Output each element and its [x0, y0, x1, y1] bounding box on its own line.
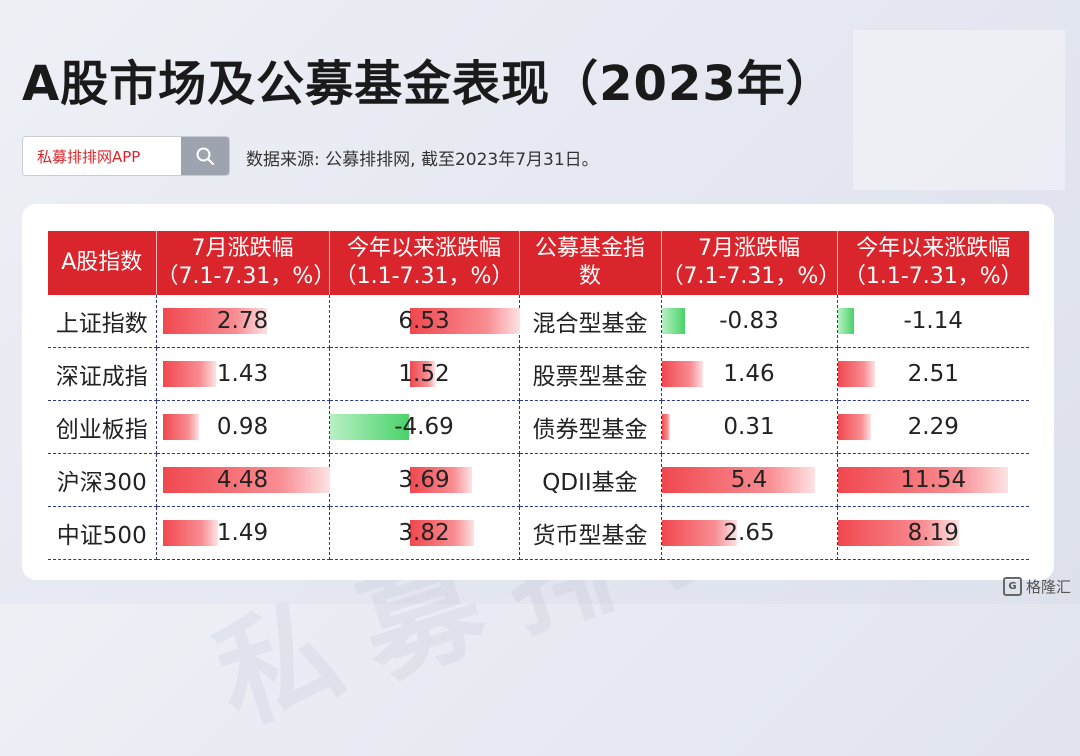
- idx_ytd-bar: [409, 308, 520, 334]
- column-header-0: A股指数: [48, 231, 157, 295]
- table-row: 沪深300 4.48 3.69 QDII基金 5.4 11.54: [48, 453, 1029, 507]
- idx_jul-value: 0.98: [216, 414, 269, 440]
- idx_jul-bar: [162, 467, 330, 493]
- table-row: 深证成指 1.43 1.52 股票型基金 1.46 2.51: [48, 347, 1029, 401]
- column-header-5: 今年以来涨跌幅 （1.1-7.31，%）: [837, 231, 1029, 295]
- idx_jul-bar: [162, 308, 267, 334]
- fund-name-cell: 债券型基金: [519, 400, 662, 454]
- idx_jul-bar: [162, 520, 219, 546]
- table-body: 上证指数 2.78 6.53 混合型基金 -0.83 -1.14 深证成指 1.43 1.52 股…: [48, 295, 1029, 560]
- column-header-4: 7月涨跌幅 （7.1-7.31，%）: [661, 231, 840, 295]
- fund_ytd-bar: [837, 414, 872, 440]
- fund-name-cell: QDII基金: [519, 453, 662, 507]
- fund_jul-value: 2.65: [723, 520, 775, 546]
- fund_jul-cell: 0.31: [661, 400, 838, 454]
- fund_jul-value: 0.31: [723, 414, 775, 440]
- idx_ytd-cell: -4.69: [329, 400, 520, 454]
- index-name-cell: 创业板指: [48, 400, 157, 454]
- background-panel: [853, 30, 1065, 190]
- idx_jul-value: 2.78: [216, 308, 269, 334]
- data-source-note: 数据来源: 公募排排网, 截至2023年7月31日。: [246, 150, 599, 170]
- fund_ytd-bar: [837, 308, 855, 334]
- search-icon: [196, 147, 215, 166]
- logo-icon: G: [1003, 577, 1022, 596]
- idx_jul-value: 4.48: [216, 467, 269, 493]
- fund_ytd-value: 11.54: [900, 467, 967, 493]
- fund_ytd-value: 2.29: [907, 414, 959, 440]
- fund_jul-bar: [661, 414, 671, 440]
- column-header-1: 7月涨跌幅 （7.1-7.31，%）: [156, 231, 335, 295]
- fund_jul-cell: 1.46: [661, 347, 838, 401]
- brand-logo: G 格隆汇: [1003, 576, 1071, 597]
- fund_ytd-value: 8.19: [907, 520, 959, 546]
- table-header-row: A股指数 7月涨跌幅 （7.1-7.31，%） 今年以来涨跌幅 （1.1-7.31，%）…: [48, 231, 1029, 295]
- idx_ytd-value: 1.52: [398, 361, 450, 387]
- idx_ytd-value: -4.69: [394, 414, 454, 440]
- idx_ytd-cell: 6.53: [329, 295, 520, 348]
- index-name-cell: 深证成指: [48, 347, 157, 401]
- idx_ytd-bar: [409, 361, 436, 387]
- fund_jul-cell: -0.83: [661, 295, 838, 348]
- fund_jul-cell: 2.65: [661, 506, 838, 560]
- idx_jul-bar: [162, 361, 217, 387]
- idx_jul-cell: 2.78: [156, 295, 330, 348]
- idx_jul-value: 1.43: [216, 361, 269, 387]
- column-header-3: 公募基金指数: [519, 231, 662, 295]
- table-row: 中证500 1.49 3.82 货币型基金 2.65 8.19: [48, 506, 1029, 560]
- index-name-cell: 上证指数: [48, 295, 157, 348]
- idx_jul-bar: [162, 414, 200, 440]
- idx_ytd-cell: 3.82: [329, 506, 520, 560]
- index-name-cell: 沪深300: [48, 453, 157, 507]
- performance-table: A股指数 7月涨跌幅 （7.1-7.31，%） 今年以来涨跌幅 （1.1-7.31，%）…: [48, 231, 1029, 560]
- search-button[interactable]: [181, 137, 229, 175]
- fund_jul-bar: [661, 467, 816, 493]
- search-box[interactable]: 私募排排网APP: [22, 136, 230, 176]
- idx_ytd-cell: 1.52: [329, 347, 520, 401]
- idx_jul-cell: 4.48: [156, 453, 330, 507]
- idx_jul-cell: 0.98: [156, 400, 330, 454]
- fund_ytd-bar: [837, 520, 959, 546]
- fund_jul-cell: 5.4: [661, 453, 838, 507]
- idx_ytd-bar: [329, 414, 410, 440]
- idx_jul-value: 1.49: [216, 520, 269, 546]
- fund-name-cell: 股票型基金: [519, 347, 662, 401]
- table-row: 创业板指 0.98 -4.69 债券型基金 0.31 2.29: [48, 400, 1029, 454]
- index-name-cell: 中证500: [48, 506, 157, 560]
- fund_ytd-value: -1.14: [903, 308, 963, 334]
- idx_ytd-bar: [409, 467, 473, 493]
- idx_ytd-bar: [409, 520, 475, 546]
- fund_ytd-cell: -1.14: [837, 295, 1029, 348]
- fund_ytd-cell: 8.19: [837, 506, 1029, 560]
- fund_jul-bar: [661, 308, 686, 334]
- idx_ytd-value: 3.82: [398, 520, 450, 546]
- fund_jul-bar: [661, 361, 704, 387]
- page-title: A股市场及公募基金表现（2023年）: [22, 56, 835, 112]
- fund_jul-bar: [661, 520, 738, 546]
- table-row: 上证指数 2.78 6.53 混合型基金 -0.83 -1.14: [48, 295, 1029, 348]
- fund_jul-value: 5.4: [730, 467, 768, 493]
- fund_ytd-bar: [837, 467, 1009, 493]
- fund_ytd-cell: 2.29: [837, 400, 1029, 454]
- fund_jul-value: -0.83: [719, 308, 779, 334]
- idx_ytd-value: 6.53: [398, 308, 450, 334]
- logo-text: 格隆汇: [1026, 578, 1072, 596]
- fund-name-cell: 货币型基金: [519, 506, 662, 560]
- search-label[interactable]: 私募排排网APP: [37, 147, 141, 166]
- idx_ytd-cell: 3.69: [329, 453, 520, 507]
- idx_jul-cell: 1.43: [156, 347, 330, 401]
- idx_jul-cell: 1.49: [156, 506, 330, 560]
- fund_ytd-bar: [837, 361, 875, 387]
- column-header-2: 今年以来涨跌幅 （1.1-7.31，%）: [329, 231, 520, 295]
- fund-name-cell: 混合型基金: [519, 295, 662, 348]
- fund_ytd-cell: 11.54: [837, 453, 1029, 507]
- fund_ytd-cell: 2.51: [837, 347, 1029, 401]
- fund_jul-value: 1.46: [723, 361, 775, 387]
- idx_ytd-value: 3.69: [398, 467, 450, 493]
- fund_ytd-value: 2.51: [907, 361, 959, 387]
